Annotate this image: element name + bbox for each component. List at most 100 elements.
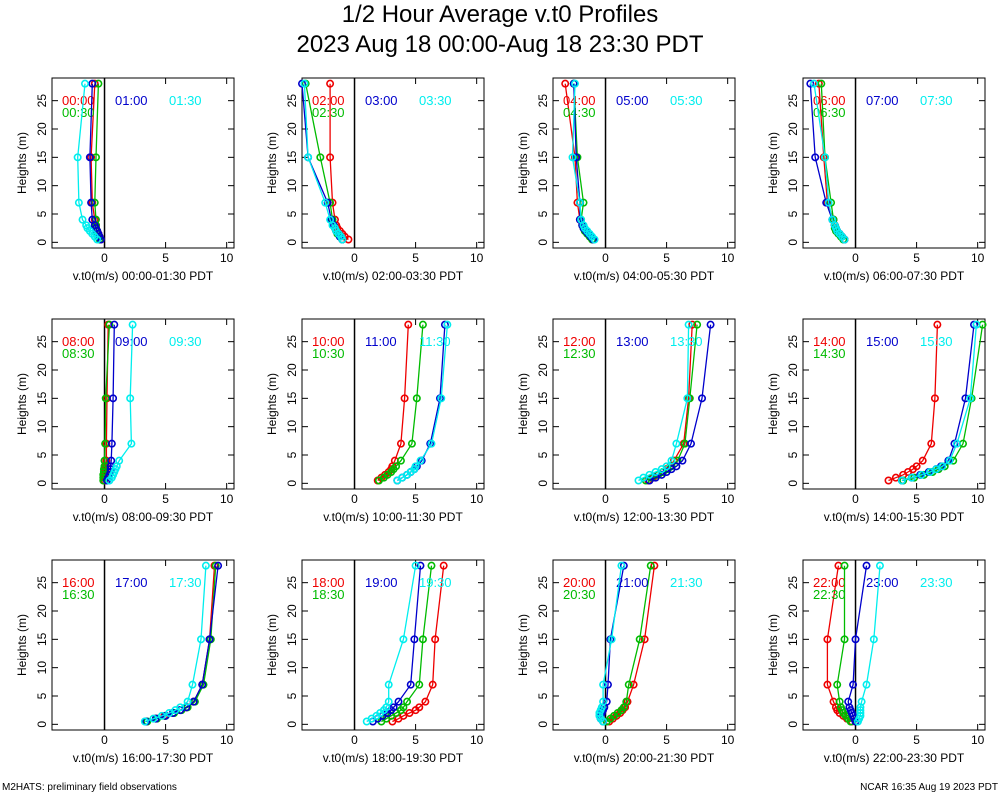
x-axis-label: v.t0(m/s) 12:00-13:30 PDT	[574, 510, 715, 524]
data-point	[640, 635, 649, 644]
x-tick-label: 10	[721, 733, 735, 747]
y-tick-label: 15	[285, 632, 299, 646]
data-point	[183, 697, 192, 706]
data-point	[416, 561, 425, 570]
y-tick-label: 15	[536, 391, 550, 405]
series-1930	[362, 561, 420, 726]
data-point	[416, 456, 425, 465]
y-tick-label: 5	[786, 210, 800, 217]
series-line	[571, 83, 595, 240]
data-point	[624, 680, 633, 689]
legend-entry: 14:00	[813, 334, 846, 349]
y-axis-label: Heights (m)	[265, 373, 279, 435]
y-tick-label: 5	[786, 451, 800, 458]
data-point	[688, 320, 697, 329]
y-tick-label: 15	[786, 391, 800, 405]
data-point	[127, 439, 136, 448]
series-1130	[393, 320, 452, 485]
profile-panel-6: 0 5 10 0 5 10 15 20 25 Heights (m) v.t0(m/s) 10:00…	[265, 318, 485, 524]
y-tick-label: 15	[536, 632, 550, 646]
y-tick-label: 20	[285, 363, 299, 377]
x-tick-label: 10	[220, 492, 234, 506]
legend-entry: 08:30	[62, 346, 95, 361]
chart-title: 1/2 Hour Average v.t0 Profiles	[341, 1, 659, 28]
data-point	[411, 462, 420, 471]
data-point	[90, 79, 99, 88]
data-point	[411, 561, 420, 570]
data-point	[918, 456, 927, 465]
data-point	[835, 697, 844, 706]
data-point	[607, 635, 616, 644]
data-point	[568, 153, 577, 162]
legend-entry: 20:00	[563, 575, 596, 590]
profile-panel-9: 0 5 10 0 5 10 15 20 25 Heights (m) v.t0(m/s) 16:00…	[15, 559, 235, 765]
data-point	[427, 439, 436, 448]
data-point	[85, 153, 94, 162]
data-point	[809, 79, 818, 88]
y-tick-label: 20	[536, 122, 550, 136]
y-tick-label: 10	[285, 179, 299, 193]
series-line	[836, 565, 852, 722]
data-point	[101, 394, 110, 403]
x-tick-label: 10	[220, 733, 234, 747]
legend-entry: 21:00	[616, 575, 649, 590]
series-line	[857, 565, 881, 722]
series-1030	[374, 320, 427, 485]
data-point	[599, 697, 608, 706]
data-point	[651, 467, 660, 476]
data-point	[323, 198, 332, 207]
legend-entry: 13:30	[670, 334, 703, 349]
profile-panel-11: 0 5 10 0 5 10 15 20 25 Heights (m) v.t0(m/s) 20:00…	[516, 559, 736, 765]
series-2030	[602, 561, 655, 726]
y-tick-label: 25	[285, 94, 299, 108]
x-tick-label: 5	[663, 733, 670, 747]
data-point	[405, 708, 414, 717]
data-point	[945, 456, 954, 465]
data-point	[639, 473, 648, 482]
y-tick-label: 10	[536, 420, 550, 434]
legend-entry: 11:30	[419, 334, 451, 349]
data-point	[211, 561, 220, 570]
legend-entry: 21:30	[670, 575, 703, 590]
series-line	[813, 83, 845, 240]
profile-panel-1: 0 5 10 0 5 10 15 20 25 Heights (m) v.t0(m/s) 00:00…	[15, 77, 235, 283]
data-point	[650, 561, 659, 570]
legend-entry: 13:00	[616, 334, 649, 349]
data-point	[415, 680, 424, 689]
data-point	[326, 79, 335, 88]
x-tick-label: 5	[913, 251, 920, 265]
x-axis-label: v.t0(m/s) 22:00-23:30 PDT	[824, 751, 965, 765]
x-tick-label: 5	[412, 492, 419, 506]
y-tick-label: 20	[536, 363, 550, 377]
series-1730	[140, 561, 210, 726]
data-point	[88, 215, 97, 224]
y-tick-label: 25	[786, 94, 800, 108]
series-0800	[100, 320, 113, 485]
legend-entry: 17:00	[115, 575, 148, 590]
data-point	[599, 680, 608, 689]
legend-entry: 22:30	[813, 587, 846, 602]
data-point	[188, 680, 197, 689]
data-point	[404, 320, 413, 329]
data-point	[869, 635, 878, 644]
data-point	[828, 215, 837, 224]
y-tick-label: 10	[285, 661, 299, 675]
data-point	[851, 635, 860, 644]
x-tick-label: 0	[101, 492, 108, 506]
data-point	[577, 215, 586, 224]
x-tick-label: 0	[852, 733, 859, 747]
y-tick-label: 15	[35, 391, 49, 405]
data-point	[891, 473, 900, 482]
panel-frame	[51, 77, 235, 249]
series-line	[606, 565, 652, 723]
profile-panel-10: 0 5 10 0 5 10 15 20 25 Heights (m) v.t0(m/s) 18:00…	[265, 559, 485, 765]
data-point	[833, 680, 842, 689]
x-tick-label: 5	[162, 733, 169, 747]
legend-entry: 19:00	[365, 575, 398, 590]
series-1530	[897, 320, 981, 485]
series-line	[89, 83, 102, 240]
data-point	[823, 680, 832, 689]
y-tick-label: 0	[35, 239, 49, 246]
data-point	[645, 470, 654, 479]
panel-frame	[552, 318, 736, 490]
